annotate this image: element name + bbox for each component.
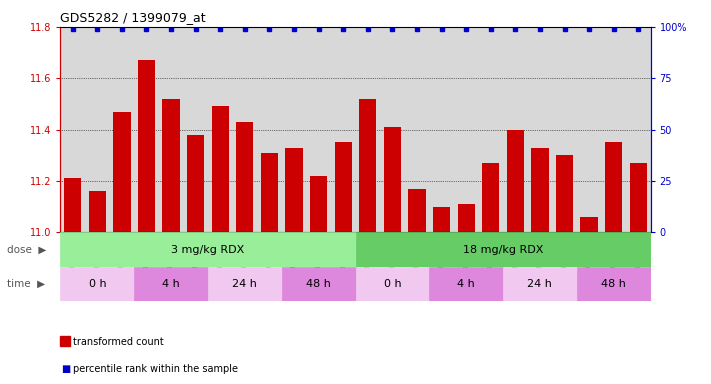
Bar — [285, 147, 303, 232]
Text: transformed count: transformed count — [73, 337, 164, 347]
Bar — [282, 267, 356, 301]
Text: 4 h: 4 h — [162, 279, 180, 289]
Bar — [335, 142, 352, 232]
Bar — [236, 122, 253, 232]
Bar — [433, 207, 450, 232]
Bar — [310, 176, 327, 232]
Text: ■: ■ — [61, 364, 70, 374]
Text: 48 h: 48 h — [306, 279, 331, 289]
Bar — [384, 127, 401, 232]
Text: GDS5282 / 1399079_at: GDS5282 / 1399079_at — [60, 11, 206, 24]
Bar — [577, 267, 651, 301]
Text: 24 h: 24 h — [528, 279, 552, 289]
Bar — [630, 163, 647, 232]
Bar — [556, 155, 573, 232]
Bar — [605, 142, 622, 232]
Bar — [507, 130, 524, 232]
Bar — [356, 232, 651, 267]
Bar — [580, 217, 598, 232]
Text: 18 mg/kg RDX: 18 mg/kg RDX — [463, 245, 543, 255]
Bar — [208, 267, 282, 301]
Bar — [482, 163, 499, 232]
Bar — [64, 179, 81, 232]
Text: dose  ▶: dose ▶ — [7, 245, 46, 255]
Text: 3 mg/kg RDX: 3 mg/kg RDX — [171, 245, 245, 255]
Bar — [359, 99, 376, 232]
Text: 0 h: 0 h — [383, 279, 401, 289]
Bar — [187, 135, 204, 232]
Text: 4 h: 4 h — [457, 279, 475, 289]
Bar — [408, 189, 426, 232]
Bar — [113, 112, 131, 232]
Text: 24 h: 24 h — [232, 279, 257, 289]
Text: 48 h: 48 h — [602, 279, 626, 289]
Bar — [503, 267, 577, 301]
Bar — [60, 232, 356, 267]
Bar — [356, 267, 429, 301]
Text: 0 h: 0 h — [88, 279, 106, 289]
Text: percentile rank within the sample: percentile rank within the sample — [73, 364, 237, 374]
Bar — [60, 267, 134, 301]
Bar — [261, 153, 278, 232]
Bar — [89, 191, 106, 232]
Bar — [429, 267, 503, 301]
Bar — [163, 99, 180, 232]
Bar — [212, 106, 229, 232]
Bar — [134, 267, 208, 301]
Bar — [458, 204, 475, 232]
Bar — [531, 147, 548, 232]
Text: time  ▶: time ▶ — [7, 279, 46, 289]
Bar — [138, 60, 155, 232]
